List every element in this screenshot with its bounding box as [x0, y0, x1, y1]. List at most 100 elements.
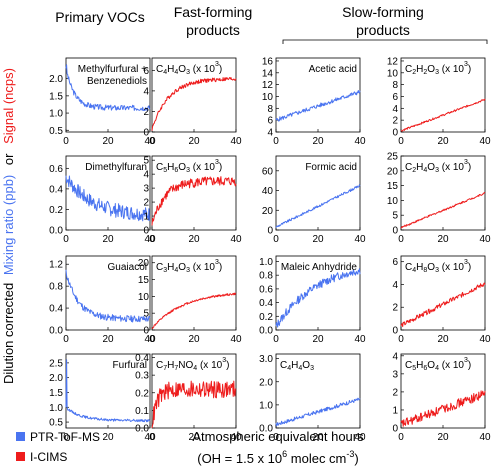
formula-subscript: 8	[423, 267, 427, 274]
formula-part: x	[196, 162, 201, 173]
y-axis-label: Dilution corrected Mixing ratio (ppb) or…	[1, 68, 16, 384]
x-tick-label: 20	[102, 136, 114, 147]
x-tick-label: 40	[479, 432, 491, 443]
y-tick-label: 0.4	[135, 353, 149, 364]
legend-label-icims: I-CIMS	[30, 450, 67, 464]
formula-part: (	[190, 162, 197, 173]
x-tick-label: 40	[144, 334, 156, 345]
y-tick-label: 0	[392, 326, 398, 337]
y-tick-label: 12	[262, 80, 274, 91]
panel-label: C7H7NO4 (x 103)	[156, 357, 229, 372]
series-line-ptr-tof-ms	[275, 90, 361, 122]
formula-subscript: 4	[435, 365, 439, 372]
series-line-ptr-tof-ms	[275, 397, 361, 427]
legend-label-ptr: PTR-ToF-MS	[30, 430, 100, 444]
x-tick-label: 40	[354, 334, 366, 345]
y-tick-label: 25	[387, 152, 399, 163]
y-tick-label: 6	[143, 66, 149, 77]
panel-label: Benzenediols	[87, 76, 147, 87]
x-tick-label: 0	[398, 334, 404, 345]
x-tick-label: 0	[398, 432, 404, 443]
y-tick-label: 40	[262, 186, 274, 197]
x-tick-label: 0	[273, 136, 279, 147]
y-tick-label: 2	[392, 387, 398, 398]
series-line-i-cims	[151, 77, 237, 131]
y-tick-label: 20	[387, 166, 399, 177]
x-axis-label: Atmospheric equivalent hours	[192, 429, 364, 444]
formula-part: 10	[211, 360, 223, 371]
formula-subscript: 4	[193, 365, 197, 372]
panel-label: Acetic acid	[309, 64, 357, 75]
panel-11: 0.0 0.2 0.4 0.6 0.8 1.0 0 20 40 Maleic Anhydride	[259, 255, 366, 345]
formula-part: x	[196, 64, 201, 75]
y-tick-label: 3.0	[259, 354, 273, 365]
y-tick-label: 0.3	[135, 371, 149, 382]
x-tick-label: 40	[230, 136, 242, 147]
y-tick-label: 3	[392, 369, 398, 380]
formula-part: 10	[453, 360, 465, 371]
y-tick-label: 10	[138, 292, 150, 303]
panel-7: 0 20 40 60 0 20 40 Formic acid	[262, 155, 366, 245]
y-tick-label: 8	[392, 80, 398, 91]
y-tick-label: 20	[138, 258, 150, 269]
x-label-post: )	[354, 451, 358, 466]
x-tick-label: 40	[144, 432, 156, 443]
x-tick-label: 20	[312, 432, 324, 443]
y-tick-label: 10	[262, 92, 274, 103]
y-tick-label: 2	[143, 198, 149, 209]
y-tick-label: 1.5	[49, 91, 63, 102]
y-tick-label: 12	[387, 56, 399, 67]
series-line-i-cims	[151, 292, 237, 329]
header-slow-forming: Slow-forming	[342, 4, 424, 20]
formula-part: 10	[204, 64, 216, 75]
x-tick-label: 20	[188, 234, 200, 245]
y-tick-label: 1	[143, 212, 149, 223]
formula-part: x	[445, 360, 450, 371]
formula-part: )	[468, 64, 471, 75]
panel-label: C3H4O3 (x 103)	[156, 259, 222, 274]
formula-part: O	[427, 262, 435, 273]
y-tick-label: 0.0	[49, 226, 63, 237]
y-label-or: or	[1, 153, 16, 165]
formula-part: 10	[204, 162, 216, 173]
formula-part: x	[196, 262, 201, 273]
y-tick-label: 0.1	[135, 406, 149, 417]
y-tick-label: 2	[392, 116, 398, 127]
formula-subscript: 5	[163, 167, 167, 174]
y-tick-label: 0	[267, 226, 273, 237]
formula-part: )	[226, 360, 229, 371]
y-tick-label: 6	[392, 257, 398, 268]
y-tick-label: 0.4	[49, 304, 63, 315]
y-tick-label: 10	[387, 68, 399, 79]
y-label-dilution: Dilution corrected	[1, 283, 16, 384]
y-tick-label: 2	[143, 107, 149, 118]
panel-13: 0.5 1.0 1.5 2.0 2.5 0 20 40 Furfural	[49, 353, 156, 443]
series-line-i-cims	[400, 390, 486, 427]
x-tick-label: 0	[398, 136, 404, 147]
formula-part: O	[427, 64, 435, 75]
y-tick-label: 2.0	[259, 377, 273, 388]
formula-part: H	[416, 162, 423, 173]
y-tick-label: 1.5	[49, 388, 63, 399]
series-line-ptr-tof-ms	[65, 64, 151, 112]
header-primary-vocs: Primary VOCs	[55, 9, 144, 25]
y-tick-label: 0	[143, 128, 149, 139]
formula-part: O	[427, 360, 435, 371]
formula-part: H	[167, 162, 174, 173]
formula-part: 10	[453, 162, 465, 173]
formula-subscript: 7	[163, 365, 167, 372]
y-tick-label: 0.6	[49, 164, 63, 175]
formula-part: 10	[453, 64, 465, 75]
x-tick-label: 20	[437, 136, 449, 147]
y-tick-label: 0.0	[49, 326, 63, 337]
formula-part: x	[445, 262, 450, 273]
x-tick-label: 40	[479, 334, 491, 345]
header-slow-forming-products: products	[356, 22, 410, 38]
formula-part: O	[302, 360, 310, 371]
formula-subscript: 3	[186, 167, 190, 174]
formula-part: )	[219, 64, 222, 75]
panel-label: C4H4O3 (x 103)	[156, 61, 222, 76]
formula-exponent: 3	[215, 159, 219, 166]
formula-subscript: 3	[435, 167, 439, 174]
